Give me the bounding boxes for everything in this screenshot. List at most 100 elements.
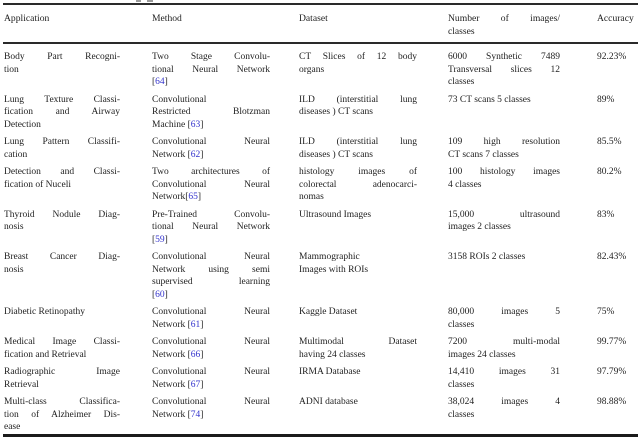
cell-accuracy: 80.2% (597, 166, 638, 204)
text-line: tional Neural Network (152, 64, 270, 75)
cell-number: 80,000 images 5 classes (448, 306, 560, 331)
cell-accuracy: 83% (597, 209, 638, 247)
text-line: classes (448, 25, 475, 37)
cell-accuracy: 92.23% (597, 51, 638, 89)
text-line: ease (4, 422, 21, 432)
cell-accuracy: 99.77% (597, 336, 638, 361)
cell-application: Multi-class Classifica-tion of Alzheimer… (4, 396, 120, 434)
cell-dataset: ILD (interstitial lung diseases ) CT scan… (299, 94, 417, 132)
text-line: CT Slices of 12 body (299, 52, 417, 62)
text-line: diseases ) CT scans (299, 149, 373, 160)
text-line: Lung Pattern Classifi- (4, 137, 120, 147)
text-line: Thyroid Nodule Diag- (4, 209, 120, 220)
text-line: fication and Airway (4, 107, 120, 117)
cell-dataset: ILD (interstitial lung diseases ) CT scan… (299, 136, 417, 161)
text-line: [60] (152, 289, 168, 300)
text-line: nosis (4, 264, 24, 275)
text-line: Convolutional (152, 94, 207, 105)
text-line: Transversal slices 12 (448, 64, 560, 75)
text-line: Convolutional Neural (152, 397, 270, 407)
text-line: 89% (597, 94, 615, 105)
cell-method: Convolutional Restricted Blotzman Machine … (152, 94, 270, 132)
text-line: Network [62] (152, 149, 204, 160)
citation-link[interactable]: 74 (190, 409, 201, 420)
text-line: Network using semi (152, 264, 270, 275)
cell-dataset: Multimodal Dataset having 24 classes (299, 336, 417, 361)
text-line: classes (448, 379, 475, 390)
text-line: Diabetic Retinopathy (4, 307, 85, 317)
text-line: 100 histology images (448, 167, 560, 177)
text-line: Machine [63] (152, 119, 204, 130)
text-line: 7200 multi-modal (448, 337, 560, 347)
text-line: ILD (interstitial lung (299, 137, 417, 147)
text-line: Method (152, 13, 182, 24)
column-header-method: Method (152, 13, 270, 38)
table-header-row: Application Method Dataset Number of images… (0, 13, 640, 38)
text-line: nosis (4, 222, 24, 232)
text-line: 83% (597, 209, 615, 220)
text-line: tion of Alzheimer Dis- (4, 409, 120, 420)
cell-dataset: Mammographic Images with ROIs (299, 251, 417, 301)
text-line: organs (299, 64, 325, 75)
text-line: 99.77% (597, 337, 627, 347)
cell-application: Thyroid Nodule Diag-nosis (4, 209, 120, 247)
citation-link[interactable]: 63 (190, 119, 201, 130)
text-line: Kaggle Dataset (299, 307, 358, 317)
cell-number: 100 histology images 4 classes (448, 166, 560, 204)
text-line: Images with ROIs (299, 264, 369, 275)
cell-dataset: histology images of colorectal adenocarci… (299, 166, 417, 204)
text-line: Pre-Trained Convolu- (152, 209, 270, 220)
citation-link[interactable]: 59 (155, 234, 165, 245)
text-line: IRMA Database (299, 367, 361, 377)
text-line: fication of Nuceli (4, 179, 72, 190)
text-line: cation (4, 149, 28, 160)
text-line: Mammographic (299, 252, 360, 262)
text-line: Network [66] (152, 349, 204, 360)
cell-dataset: Ultrasound Images (299, 209, 417, 247)
cell-accuracy: 85.5% (597, 136, 638, 161)
text-line: Number of images/ (448, 13, 560, 24)
text-line: 98.88% (597, 397, 627, 407)
cell-method: Convolutional Neural Network using semi su… (152, 251, 270, 301)
text-line: Convolutional Neural (152, 179, 270, 190)
text-line: having 24 classes (299, 349, 366, 360)
citation-link[interactable]: 62 (190, 149, 201, 160)
citation-link[interactable]: 64 (155, 77, 165, 87)
cell-application: Detection and Classi-fication of Nuceli (4, 166, 120, 204)
citation-link[interactable]: 60 (155, 289, 165, 300)
cell-number: 6000 Synthetic 7489 Transversal slices 12… (448, 51, 560, 89)
column-header-number: Number of images/classes (448, 13, 560, 38)
column-header-application: Application (4, 13, 120, 38)
text-line: 73 CT scans 5 classes (448, 94, 531, 105)
text-line: 4 classes (448, 179, 482, 190)
cell-method: Convolutional Neural Network [62] (152, 136, 270, 161)
cell-application: Lung Texture Classi-fication and Airway D… (4, 94, 120, 132)
text-line: Retrieval (4, 379, 39, 390)
citation-link[interactable]: 66 (190, 349, 201, 360)
cell-accuracy: 75% (597, 306, 638, 331)
text-line: Dataset (299, 13, 328, 24)
cell-method: Convolutional Neural Network [66] (152, 336, 270, 361)
citation-link[interactable]: 67 (190, 379, 201, 390)
text-line: colorectal adenocarci- (299, 179, 417, 190)
text-line: Convolutional Neural (152, 337, 270, 347)
cell-number: 109 high resolution CT scans 7 classes (448, 136, 560, 161)
text-line: Network [67] (152, 379, 204, 390)
text-line: Convolutional Neural (152, 252, 270, 262)
text-line: 82.43% (597, 252, 627, 262)
text-line: Lung Texture Classi- (4, 94, 120, 105)
citation-link[interactable]: 65 (188, 192, 198, 202)
table-top-rule (3, 3, 638, 5)
table-bottom-rule (3, 434, 638, 437)
text-line: Application (4, 13, 50, 24)
cell-accuracy: 89% (597, 94, 638, 132)
text-line: 97.79% (597, 367, 627, 377)
text-line: classes (448, 409, 475, 420)
cell-application: Lung Pattern Classifi-cation (4, 136, 120, 161)
cell-method: Convolutional Neural Network [74] (152, 396, 270, 434)
text-line: Medical Image Classi- (4, 337, 120, 347)
citation-link[interactable]: 61 (190, 319, 201, 330)
text-line: 109 high resolution (448, 137, 560, 147)
cell-accuracy: 97.79% (597, 366, 638, 391)
text-line: Multi-class Classifica- (4, 397, 120, 407)
